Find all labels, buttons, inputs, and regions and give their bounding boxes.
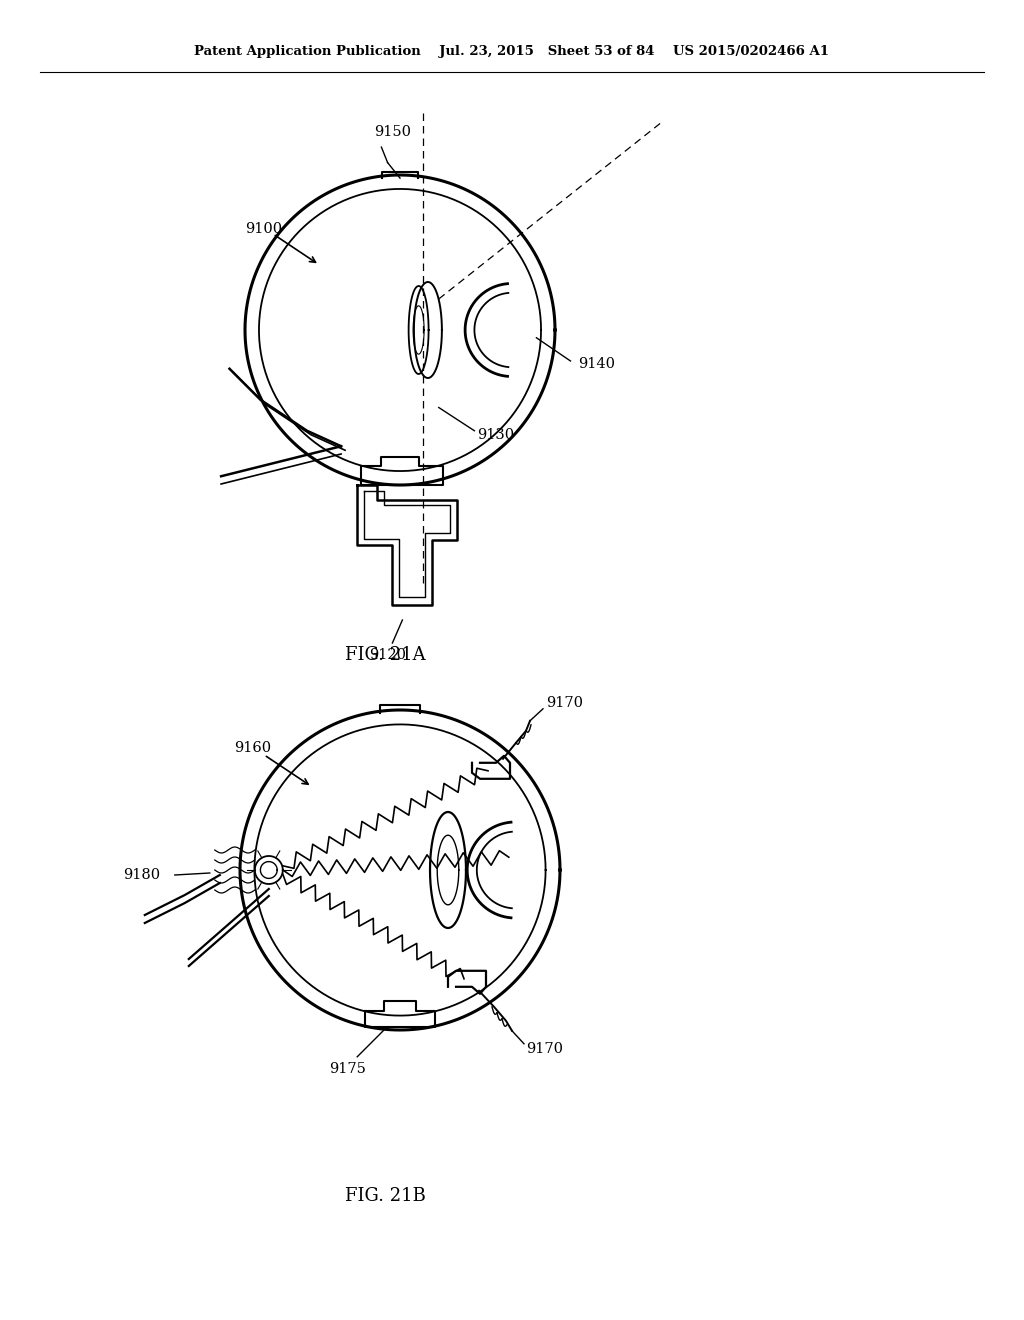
Text: 9100: 9100	[245, 222, 283, 236]
Text: Patent Application Publication    Jul. 23, 2015   Sheet 53 of 84    US 2015/0202: Patent Application Publication Jul. 23, …	[195, 45, 829, 58]
Text: 9175: 9175	[329, 1061, 366, 1076]
Text: 9160: 9160	[234, 742, 271, 755]
Text: 9180: 9180	[123, 869, 160, 882]
Text: 9140: 9140	[579, 358, 615, 371]
Text: FIG. 21A: FIG. 21A	[345, 645, 425, 664]
Text: 9130: 9130	[477, 429, 515, 442]
Text: 9170: 9170	[526, 1041, 563, 1056]
Text: FIG. 21B: FIG. 21B	[344, 1187, 425, 1205]
Text: 9120: 9120	[369, 648, 406, 663]
Text: 9170: 9170	[546, 696, 583, 710]
Text: 9150: 9150	[374, 124, 411, 139]
